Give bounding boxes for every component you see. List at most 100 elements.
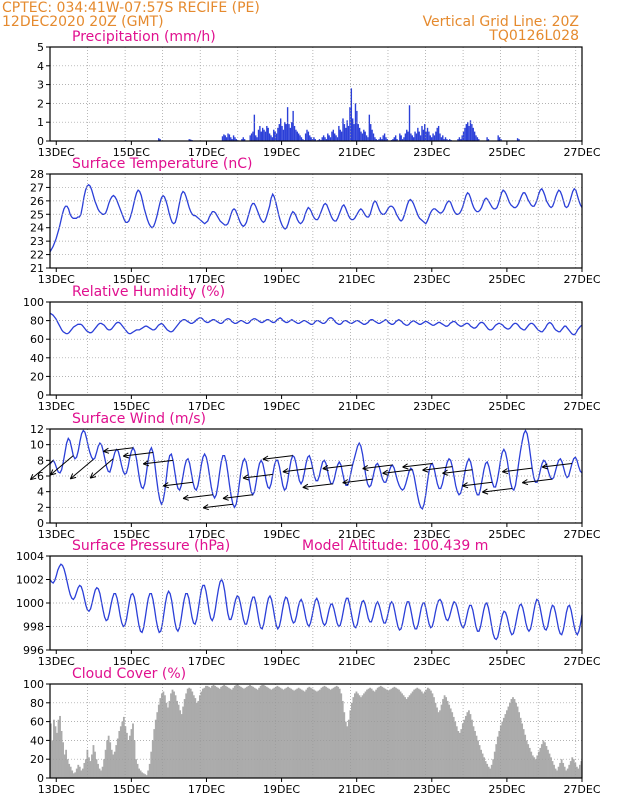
cloud-bar: [69, 766, 72, 778]
precipitation-title: Precipitation (mm/h): [72, 29, 216, 45]
cloud-bar: [107, 735, 110, 778]
precip-bar: [392, 139, 394, 141]
cloud-bar: [469, 714, 472, 778]
precip-bar: [302, 139, 304, 141]
cloud-bar: [544, 742, 546, 778]
cloud-bar: [259, 685, 262, 778]
precip-bar: [278, 124, 280, 141]
precip-bar: [291, 122, 293, 141]
cloud-bar: [419, 689, 422, 778]
precip-bar: [371, 129, 373, 141]
x-tick-label: 21DEC: [338, 273, 375, 286]
cloud-bar: [284, 688, 286, 778]
precip-bar: [461, 135, 463, 141]
cloud-bar: [267, 687, 270, 778]
cloud-bar: [502, 717, 505, 778]
precip-bar: [464, 127, 466, 141]
cloud-bar: [458, 732, 461, 778]
precip-bar: [304, 133, 307, 141]
wind-arrow: [322, 464, 353, 470]
precip-bar: [313, 137, 315, 141]
y-tick-label: 80: [30, 315, 44, 328]
precip-bar: [224, 135, 226, 141]
wind-arrow: [362, 464, 393, 470]
cloud-bar: [550, 757, 552, 778]
cloud-bar: [486, 763, 489, 778]
precip-bar: [393, 137, 395, 141]
precip-bar: [293, 125, 296, 141]
precip-bar: [435, 131, 437, 141]
cloud-bar: [373, 691, 376, 778]
cloud-bar: [97, 763, 99, 778]
cloud-bar: [71, 770, 74, 778]
cloud-bar: [224, 685, 227, 778]
precip-bar: [188, 139, 190, 141]
wind-arrow: [183, 494, 213, 499]
wind-arrow-head: [322, 464, 329, 472]
cloud-bar: [86, 749, 89, 778]
precip-bar: [343, 124, 346, 141]
cloud-bar: [92, 745, 95, 778]
wind-arrow: [262, 455, 293, 460]
wind-arrow-head: [502, 468, 509, 475]
x-tick-label: 15DEC: [113, 146, 150, 159]
cloud-bar: [478, 745, 481, 778]
y-tick-label: 100: [23, 678, 44, 691]
precip-bar: [322, 135, 325, 141]
precip-bar: [321, 137, 323, 141]
precip-bar: [356, 110, 358, 141]
precip-bar: [352, 118, 354, 141]
precip-bar: [381, 139, 383, 141]
cloud-bar: [288, 687, 291, 778]
cloud-bar: [305, 689, 308, 778]
cloud-bar: [148, 763, 151, 778]
y-tick-label: 6: [37, 470, 44, 483]
wind-arrow-head: [362, 464, 369, 472]
cloud-bar: [420, 691, 423, 778]
x-tick-label: 15DEC: [113, 273, 150, 286]
cloud-bar: [559, 762, 562, 778]
plot-frame: [49, 683, 583, 779]
cloud-bar: [252, 686, 254, 778]
wind-arrow-head: [402, 463, 409, 470]
precip-bar: [385, 137, 387, 141]
cloud-bar: [425, 689, 428, 778]
y-tick-label: 8: [37, 454, 44, 467]
precip-bar: [497, 135, 499, 141]
cloud-bar: [247, 685, 250, 778]
cloud-bar: [522, 729, 525, 778]
precip-bar: [426, 127, 429, 141]
precip-bar: [232, 135, 235, 141]
precip-bar: [410, 133, 412, 141]
y-tick-label: 0: [37, 389, 44, 402]
cloud-bar: [580, 761, 583, 778]
y-tick-label: 40: [30, 352, 44, 365]
x-tick-label: 23DEC: [413, 528, 450, 541]
cloud-bar: [416, 687, 419, 778]
cloud-bar: [340, 693, 343, 778]
cloud-bar: [346, 726, 349, 778]
cloud-bar: [426, 687, 429, 778]
y-tick-label: 2: [37, 501, 44, 514]
wind-arrow: [502, 467, 533, 473]
wind-arrow-head: [89, 472, 97, 479]
wind-arrow: [30, 459, 54, 481]
cloud-bar: [215, 686, 218, 778]
plot-frame: [49, 301, 583, 396]
precip-bar: [266, 125, 268, 141]
cloud-bar: [54, 726, 57, 778]
x-tick-label: 17DEC: [188, 528, 225, 541]
cloud-bar: [132, 723, 134, 778]
cloud-bar: [554, 768, 557, 778]
cloud-bar: [401, 693, 403, 778]
cloud-bar: [171, 689, 174, 778]
x-tick-label: 23DEC: [413, 655, 450, 668]
x-tick-label: 23DEC: [413, 400, 450, 413]
cloud-bar: [154, 719, 157, 778]
cloud-bar: [59, 715, 61, 778]
cloud-bar: [142, 773, 145, 778]
cloud-bar: [300, 689, 303, 778]
cloud-cover-title: Cloud Cover (%): [72, 666, 186, 682]
precip-bar: [306, 129, 308, 141]
